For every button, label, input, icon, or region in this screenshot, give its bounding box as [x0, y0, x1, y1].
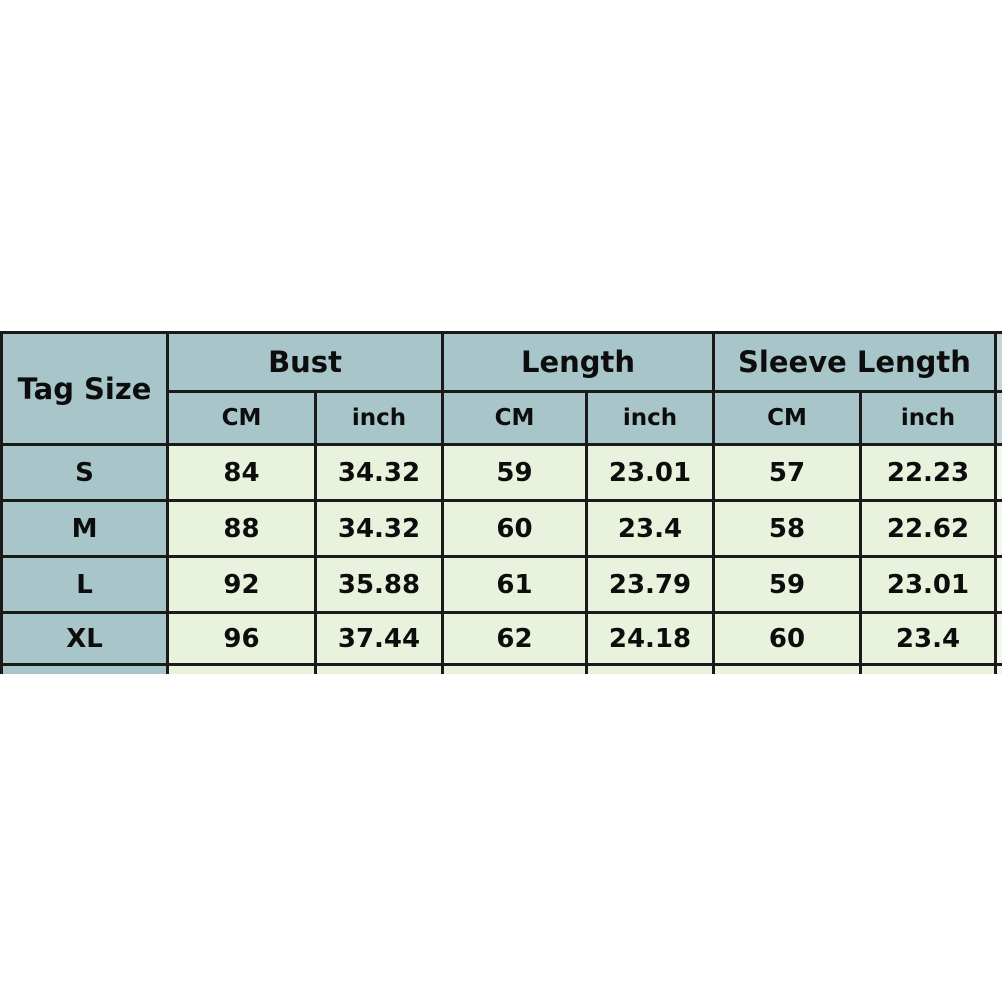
cell-xl-bust-cm: 96: [166, 611, 317, 666]
cropped-cell-sliver: [585, 663, 715, 674]
cell-xl-sleeve-cm: 60: [712, 611, 862, 666]
cropped-cell-sliver: [314, 663, 444, 674]
cell-l-bust-inch: 35.88: [314, 555, 444, 614]
cropped-column-sliver: [994, 555, 1002, 614]
cropped-cell-sliver: [166, 663, 317, 674]
group-header-bust: Bust: [166, 331, 444, 393]
row-header-size-xl: XL: [0, 611, 169, 666]
cell-xl-length-cm: 62: [441, 611, 588, 666]
table-row-xl: XL 96 37.44 62 24.18 60 23.4: [0, 611, 1002, 666]
cropped-cell-sliver: [712, 663, 862, 674]
cell-l-length-inch: 23.79: [585, 555, 715, 614]
cell-s-bust-cm: 84: [166, 443, 317, 502]
cell-xl-sleeve-inch: 23.4: [859, 611, 997, 666]
cell-m-sleeve-inch: 22.62: [859, 499, 997, 558]
group-header-length: Length: [441, 331, 715, 393]
cell-m-bust-inch: 34.32: [314, 499, 444, 558]
cropped-cell-sliver: [441, 663, 588, 674]
cropped-column-sliver: [994, 611, 1002, 666]
cropped-column-sliver: [994, 331, 1002, 393]
table-row-s: S 84 34.32 59 23.01 57 22.23: [0, 443, 1002, 502]
cell-l-sleeve-cm: 59: [712, 555, 862, 614]
size-chart-table: Tag Size Bust Length Sleeve Length CM in…: [0, 331, 1002, 674]
cropped-column-sliver: [994, 443, 1002, 502]
corner-header-tag-size: Tag Size: [0, 331, 169, 446]
unit-header-sleeve-cm: CM: [712, 390, 862, 446]
cell-s-length-inch: 23.01: [585, 443, 715, 502]
cell-s-bust-inch: 34.32: [314, 443, 444, 502]
cell-l-bust-cm: 92: [166, 555, 317, 614]
row-header-size-l: L: [0, 555, 169, 614]
cropped-cell-sliver: [0, 663, 169, 674]
group-header-sleeve-length: Sleeve Length: [712, 331, 997, 393]
cell-m-length-inch: 23.4: [585, 499, 715, 558]
cell-s-length-cm: 59: [441, 443, 588, 502]
unit-header-length-cm: CM: [441, 390, 588, 446]
cell-m-length-cm: 60: [441, 499, 588, 558]
cell-m-bust-cm: 88: [166, 499, 317, 558]
cropped-column-sliver: [994, 390, 1002, 446]
cell-s-sleeve-inch: 22.23: [859, 443, 997, 502]
unit-header-row: CM inch CM inch CM inch: [2, 390, 1002, 446]
unit-header-bust-inch: inch: [314, 390, 444, 446]
unit-header-bust-cm: CM: [166, 390, 317, 446]
row-header-size-m: M: [0, 499, 169, 558]
cropped-cell-sliver: [994, 663, 1002, 674]
cell-l-sleeve-inch: 23.01: [859, 555, 997, 614]
cell-s-sleeve-cm: 57: [712, 443, 862, 502]
cropped-column-sliver: [994, 499, 1002, 558]
cell-xl-bust-inch: 37.44: [314, 611, 444, 666]
cell-xl-length-inch: 24.18: [585, 611, 715, 666]
table-row-m: M 88 34.32 60 23.4 58 22.62: [0, 499, 1002, 558]
unit-header-length-inch: inch: [585, 390, 715, 446]
table-row-l: L 92 35.88 61 23.79 59 23.01: [0, 555, 1002, 614]
cell-l-length-cm: 61: [441, 555, 588, 614]
cropped-cell-sliver: [859, 663, 997, 674]
cropped-row-sliver: [0, 663, 1002, 674]
row-header-size-s: S: [0, 443, 169, 502]
group-header-row: Tag Size Bust Length Sleeve Length: [0, 331, 1002, 446]
unit-header-sleeve-inch: inch: [859, 390, 997, 446]
cell-m-sleeve-cm: 58: [712, 499, 862, 558]
